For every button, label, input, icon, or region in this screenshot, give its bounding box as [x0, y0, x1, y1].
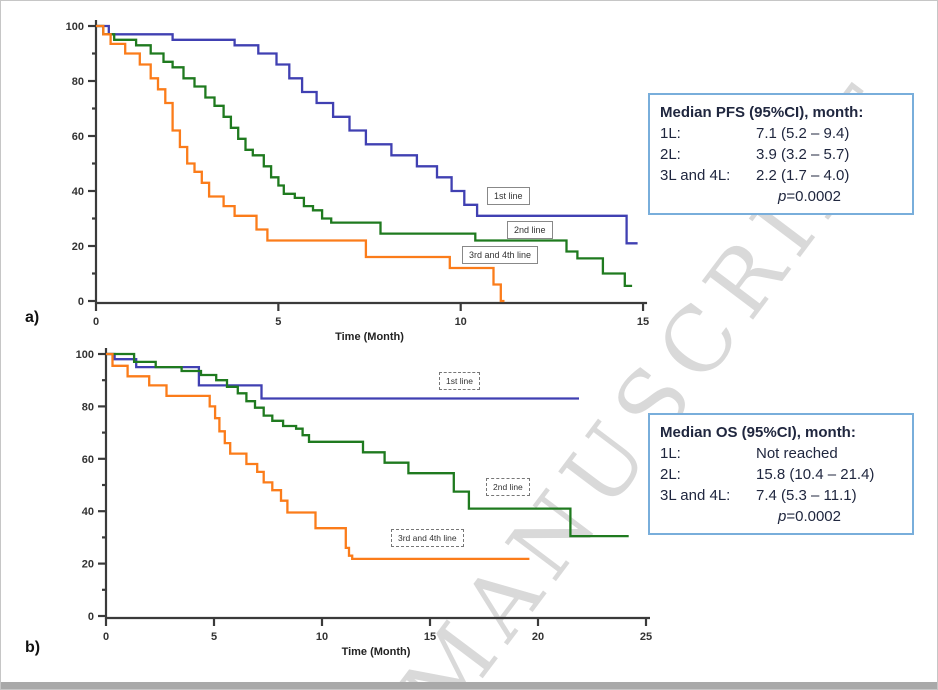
svg-text:0: 0	[78, 296, 84, 308]
svg-text:80: 80	[82, 401, 94, 413]
os-km-chart: 0 20 40 60 80 100 0 5 10 15 20 25 Time (Month)	[76, 348, 652, 658]
svg-text:5: 5	[211, 631, 217, 643]
pfs-km-chart: 0 20 40 60 80 100 0 5 10 15 Time (Month)	[66, 20, 650, 343]
os-3l4l-value: 7.4 (5.3 – 11.1)	[756, 487, 857, 504]
km-curve-3rd-and-4th-line	[96, 24, 505, 303]
os-curve-label-2nd-line: 2nd line	[486, 478, 530, 496]
pfs-3l4l-value: 2.2 (1.7 – 4.0)	[756, 167, 850, 184]
median-os-annotation-box: Median OS (95%CI), month: 1L: Not reache…	[648, 413, 914, 535]
pfs-1l-value: 7.1 (5.2 – 9.4)	[756, 125, 850, 142]
tick-labels: 0 20 40 60 80 100 0 5 10 15	[66, 21, 650, 328]
os-2l-value: 15.8 (10.4 – 21.4)	[756, 466, 875, 483]
svg-text:10: 10	[455, 316, 467, 328]
svg-text:0: 0	[93, 316, 99, 328]
km-curve-2nd-line	[96, 24, 633, 288]
svg-text:100: 100	[76, 349, 94, 361]
pfs-3l4l-label: 3L and 4L:	[660, 167, 731, 184]
svg-text:40: 40	[82, 506, 94, 518]
os-2l-label: 2L:	[660, 466, 681, 483]
svg-text:20: 20	[532, 631, 544, 643]
km-curve-1st-line	[96, 24, 638, 245]
svg-text:40: 40	[72, 186, 84, 198]
svg-text:100: 100	[66, 21, 84, 33]
bottom-divider-bar	[1, 682, 937, 689]
km-curve-2nd-line	[106, 352, 629, 538]
median-pfs-title: Median PFS (95%CI), month:	[660, 104, 864, 121]
pfs-1l-label: 1L:	[660, 125, 681, 142]
os-row-1l: 1L: Not reached	[660, 443, 902, 464]
svg-text:20: 20	[82, 559, 94, 571]
axes	[98, 348, 650, 626]
svg-text:5: 5	[275, 316, 281, 328]
pfs-curve-label-3rd-4th-line: 3rd and 4th line	[462, 246, 539, 264]
x-axis-label: Time (Month)	[342, 646, 411, 658]
pfs-row-2l: 2L: 3.9 (3.2 – 5.7)	[660, 144, 902, 165]
svg-text:80: 80	[72, 76, 84, 88]
median-os-title: Median OS (95%CI), month:	[660, 424, 856, 441]
os-row-3l4l: 3L and 4L: 7.4 (5.3 – 11.1)	[660, 485, 902, 506]
panel-b-label: b)	[25, 639, 41, 656]
os-1l-value: Not reached	[756, 445, 838, 462]
svg-text:25: 25	[640, 631, 652, 643]
svg-text:15: 15	[424, 631, 436, 643]
pfs-row-3l4l: 3L and 4L: 2.2 (1.7 – 4.0)	[660, 165, 902, 186]
pfs-2l-label: 2L:	[660, 146, 681, 163]
svg-text:60: 60	[82, 454, 94, 466]
svg-text:60: 60	[72, 131, 84, 143]
os-3l4l-label: 3L and 4L:	[660, 487, 731, 504]
pfs-p-value: p=0.0002	[778, 188, 841, 205]
x-axis-label: Time (Month)	[335, 331, 404, 343]
km-curve-1st-line	[106, 352, 579, 400]
os-p-value: p=0.0002	[778, 508, 841, 525]
axes	[88, 20, 648, 311]
pfs-curve-label-1st-line: 1st line	[487, 187, 530, 205]
pfs-2l-value: 3.9 (3.2 – 5.7)	[756, 146, 850, 163]
svg-text:10: 10	[316, 631, 328, 643]
os-row-2l: 2L: 15.8 (10.4 – 21.4)	[660, 464, 902, 485]
svg-text:0: 0	[88, 611, 94, 623]
panel-a-label: a)	[25, 309, 40, 326]
svg-text:0: 0	[103, 631, 109, 643]
os-curve-label-3rd-4th-line: 3rd and 4th line	[391, 529, 464, 547]
median-pfs-annotation-box: Median PFS (95%CI), month: 1L: 7.1 (5.2 …	[648, 93, 914, 215]
svg-text:15: 15	[637, 316, 649, 328]
km-curve-3rd-and-4th-line	[106, 352, 530, 561]
os-curve-label-1st-line: 1st line	[439, 372, 480, 390]
pfs-curve-label-2nd-line: 2nd line	[507, 221, 553, 239]
svg-text:20: 20	[72, 241, 84, 253]
os-1l-label: 1L:	[660, 445, 681, 462]
pfs-row-1l: 1L: 7.1 (5.2 – 9.4)	[660, 123, 902, 144]
tick-labels: 0 20 40 60 80 100 0 5 10 15 20 25	[76, 349, 652, 643]
